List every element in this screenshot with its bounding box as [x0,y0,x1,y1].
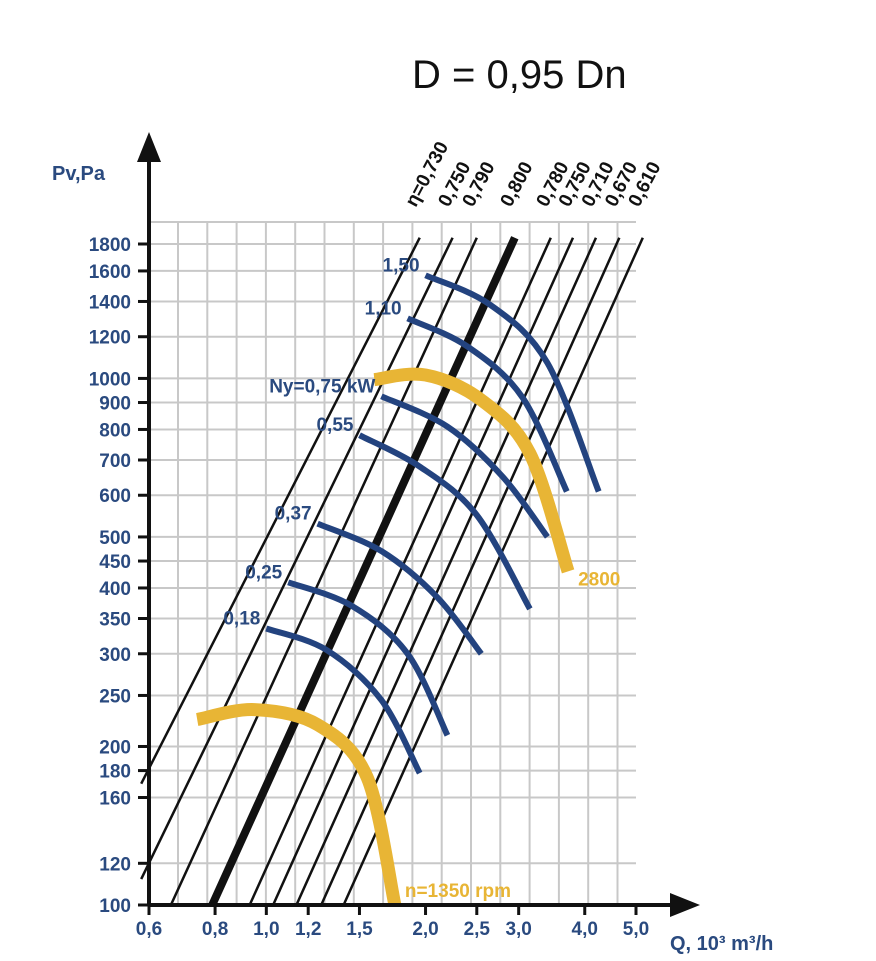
y-tick-label-14: 900 [99,394,131,415]
x-tick-label-5: 2,0 [412,919,438,940]
efficiency-line-2 [169,237,478,906]
x-tick-label-3: 1,2 [295,919,321,940]
efficiency-lines [140,236,644,907]
y-tick-label-17: 1400 [89,292,131,313]
labels: η=0,7300,7500,7900,8000,7800,7500,7100,6… [89,138,666,940]
y-tick-label-19: 1800 [89,235,131,256]
power-curve-0 [265,625,423,775]
x-tick-label-0: 0,6 [136,919,162,940]
y-tick-label-13: 800 [99,420,131,441]
speed-label-0: n=1350 rpm [405,881,511,902]
power-curve-4 [380,393,550,539]
y-tick-label-16: 1200 [89,328,131,349]
power-curve-1 [287,579,451,737]
y-tick-label-5: 250 [99,686,131,707]
x-tick-label-2: 1,0 [253,919,279,940]
power-label-1: 0,25 [245,562,282,583]
y-tick-label-6: 300 [99,645,131,666]
y-tick-label-15: 1000 [89,369,131,390]
efficiency-line-8 [342,237,644,906]
y-tick-label-3: 180 [99,762,131,783]
power-curve-6 [424,272,602,493]
x-axis-title: Q, 10³ m³/h [670,933,773,955]
y-tick-label-9: 450 [99,552,131,573]
axes [137,132,700,917]
power-curve-5 [406,315,570,493]
y-tick-label-8: 400 [99,579,131,600]
y-tick-label-4: 200 [99,737,131,758]
speed-curve-1 [373,367,575,574]
efficiency-line-1 [140,237,454,880]
power-curve-3 [358,432,533,611]
y-axis-arrow [137,132,161,162]
y-tick-label-7: 350 [99,610,131,631]
y-axis-title: Pv,Pa [52,163,106,185]
power-label-2: 0,37 [275,504,312,525]
efficiency-line-4 [248,237,552,906]
x-tick-label-7: 3,0 [505,919,531,940]
y-tick-label-10: 500 [99,528,131,549]
chart-title: D = 0,95 Dn [412,53,627,97]
x-tick-label-9: 5,0 [623,919,649,940]
power-label-3: 0,55 [316,415,353,436]
x-tick-label-1: 0,8 [202,919,228,940]
speed-curves [195,367,575,907]
power-curves [265,272,602,775]
y-tick-label-0: 100 [99,896,131,917]
power-label-4: Ny=0,75 kW [269,376,375,397]
efficiency-line-5 [271,237,575,906]
efficiency-line-0 [140,237,421,785]
efficiency-line-3 [208,236,519,907]
y-tick-label-2: 160 [99,789,131,810]
power-label-5: 1,10 [365,298,402,319]
x-tick-label-6: 2,5 [464,919,491,940]
speed-curve-0 [195,703,402,907]
x-axis-arrow [670,893,700,917]
power-label-0: 0,18 [223,609,260,630]
y-tick-label-1: 120 [99,854,131,875]
efficiency-line-6 [295,237,598,906]
y-tick-label-11: 600 [99,486,131,507]
y-tick-label-18: 1600 [89,262,131,283]
efficiency-label-3: 0,800 [497,159,538,211]
power-label-6: 1,50 [383,255,420,276]
y-tick-label-12: 700 [99,451,131,472]
speed-label-1: 2800 [578,569,620,590]
x-tick-label-8: 4,0 [572,919,598,940]
power-curve-2 [316,520,484,656]
x-tick-label-4: 1,5 [346,919,373,940]
